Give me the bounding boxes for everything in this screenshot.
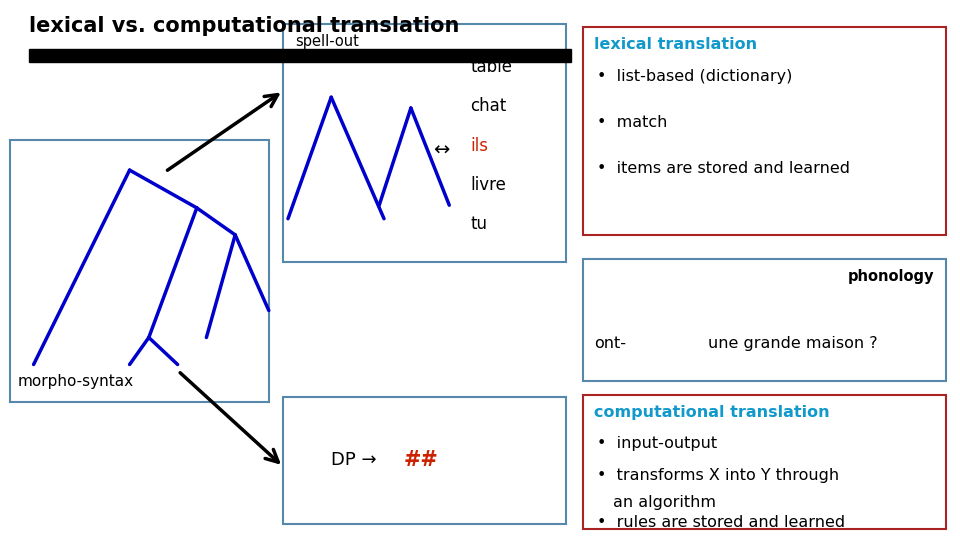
Text: spell-out: spell-out — [295, 34, 359, 49]
Text: une grande maison ?: une grande maison ? — [708, 336, 877, 351]
Bar — [583, 259, 946, 381]
Text: phonology: phonology — [848, 269, 934, 284]
Bar — [10, 140, 269, 402]
Text: ils: ils — [470, 137, 489, 154]
Bar — [283, 24, 566, 262]
Text: ↔: ↔ — [433, 141, 450, 160]
Bar — [583, 27, 946, 235]
Text: •  list-based (dictionary): • list-based (dictionary) — [597, 69, 793, 84]
Text: chat: chat — [470, 97, 507, 115]
Text: lexical translation: lexical translation — [594, 37, 757, 52]
Text: •  input-output: • input-output — [597, 436, 717, 451]
Text: •  rules are stored and learned: • rules are stored and learned — [597, 515, 845, 530]
Text: •  transforms X into Y through: • transforms X into Y through — [597, 468, 839, 483]
Text: •  items are stored and learned: • items are stored and learned — [597, 161, 851, 176]
Text: ont-: ont- — [594, 336, 626, 351]
Text: tu: tu — [470, 215, 488, 233]
Bar — [583, 395, 946, 529]
Text: DP →: DP → — [331, 451, 383, 469]
Text: lexical vs. computational translation: lexical vs. computational translation — [29, 16, 459, 36]
Text: •  match: • match — [597, 115, 667, 130]
Bar — [29, 49, 571, 62]
Bar — [283, 397, 566, 524]
Text: table: table — [470, 58, 513, 76]
Text: morpho-syntax: morpho-syntax — [17, 374, 133, 389]
Text: livre: livre — [470, 176, 506, 194]
Text: computational translation: computational translation — [594, 405, 829, 420]
Text: ##: ## — [403, 450, 438, 470]
Text: an algorithm: an algorithm — [613, 495, 716, 510]
